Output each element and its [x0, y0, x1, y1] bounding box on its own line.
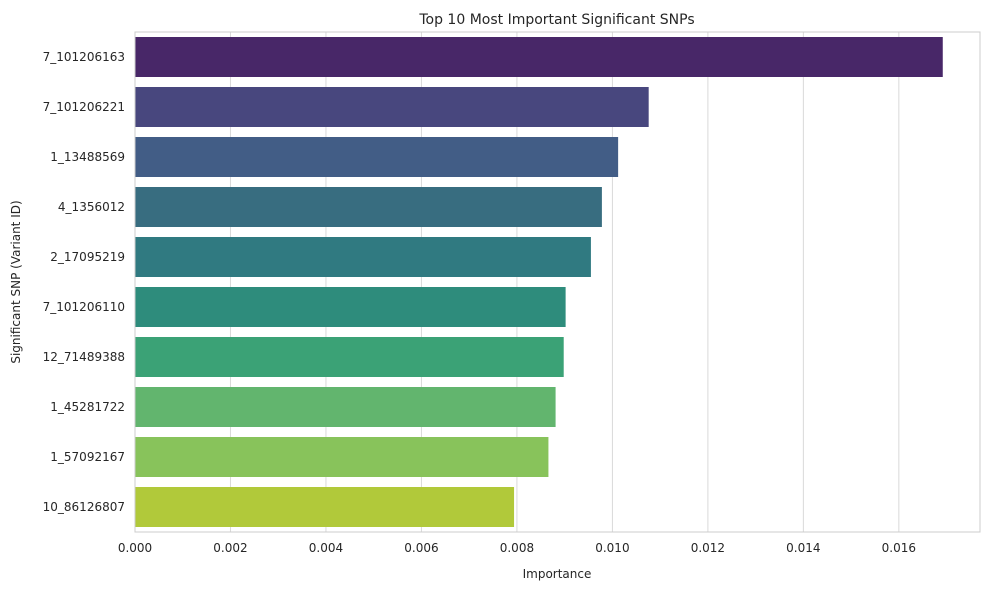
y-tick-label: 10_86126807 [43, 500, 125, 514]
y-axis-label: Significant SNP (Variant ID) [9, 200, 23, 363]
x-axis-label: Importance [523, 567, 592, 581]
x-tick-label: 0.004 [309, 541, 343, 555]
y-tick-labels: 7_101206163 7_101206221 1_13488569 4_135601… [43, 50, 125, 514]
x-tick-labels: 0.000 0.002 0.004 0.006 0.008 0.010 0.012 0.014… [118, 541, 916, 555]
bar [135, 337, 564, 377]
y-tick-label: 7_101206110 [43, 300, 125, 314]
x-tick-label: 0.016 [882, 541, 916, 555]
y-tick-label: 12_71489388 [43, 350, 125, 364]
y-tick-label: 1_13488569 [50, 150, 125, 164]
y-tick-label: 2_17095219 [50, 250, 125, 264]
bar [135, 137, 619, 177]
axes-frame [134, 31, 981, 533]
x-tick-label: 0.006 [404, 541, 438, 555]
axes-spine [134, 31, 981, 533]
bar [135, 487, 515, 527]
x-tick-label: 0.012 [691, 541, 725, 555]
bar [135, 237, 591, 277]
bar [135, 37, 943, 77]
bar [135, 287, 566, 327]
y-tick-label: 1_57092167 [50, 450, 125, 464]
bar [135, 387, 556, 427]
y-tick-label: 7_101206221 [43, 100, 125, 114]
y-tick-label: 4_1356012 [58, 200, 125, 214]
bar [135, 437, 549, 477]
x-tick-label: 0.014 [786, 541, 820, 555]
x-tick-label: 0.008 [500, 541, 534, 555]
bar [135, 187, 602, 227]
x-tick-label: 0.010 [595, 541, 629, 555]
chart-title: Top 10 Most Important Significant SNPs [418, 12, 694, 28]
x-tick-label: 0.002 [213, 541, 247, 555]
y-tick-label: 1_45281722 [50, 400, 125, 414]
bars [135, 37, 943, 527]
y-tick-label: 7_101206163 [43, 50, 125, 64]
x-tick-label: 0.000 [118, 541, 152, 555]
bar [135, 87, 649, 127]
